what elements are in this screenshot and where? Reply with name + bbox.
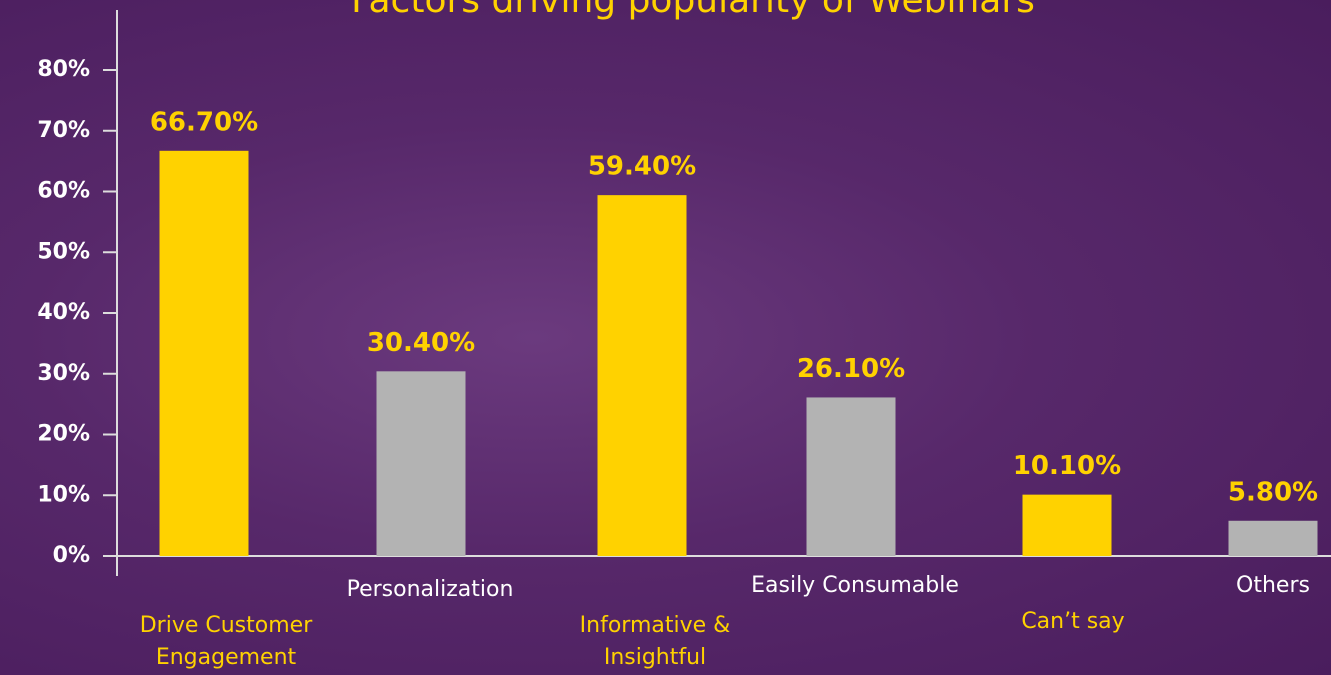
bar [1228, 520, 1318, 556]
value-label: 10.10% [1013, 451, 1121, 481]
y-tick-label: 80% [37, 57, 90, 82]
chart-title: Factors driving popularity of Webinars [351, 0, 1035, 21]
y-tick-label: 70% [37, 118, 90, 143]
value-label: 66.70% [150, 107, 258, 137]
y-tick-label: 60% [37, 179, 90, 204]
y-tick-label: 40% [37, 300, 90, 325]
bar [1022, 494, 1112, 556]
y-tick-label: 50% [37, 239, 90, 264]
x-tick-label: Drive Customer Engagement [139, 613, 313, 670]
x-tick-label: Others [1236, 573, 1310, 598]
value-label: 30.40% [367, 328, 475, 358]
y-tick-label: 10% [37, 482, 90, 507]
value-label: 59.40% [588, 152, 696, 182]
bar [806, 397, 896, 556]
bar [597, 195, 687, 556]
y-tick-label: 30% [37, 361, 90, 386]
bar [159, 150, 249, 557]
value-label: 5.80% [1228, 477, 1318, 507]
x-tick-label: Can’t say [1021, 609, 1125, 634]
value-label: 26.10% [797, 354, 905, 384]
x-tick-label: Informative & Insightful [579, 613, 731, 670]
x-tick-label: Easily Consumable [751, 573, 959, 598]
bar [376, 371, 466, 556]
y-tick-label: 0% [53, 543, 90, 568]
x-tick-label: Personalization [346, 577, 514, 602]
y-tick-label: 20% [37, 422, 90, 447]
